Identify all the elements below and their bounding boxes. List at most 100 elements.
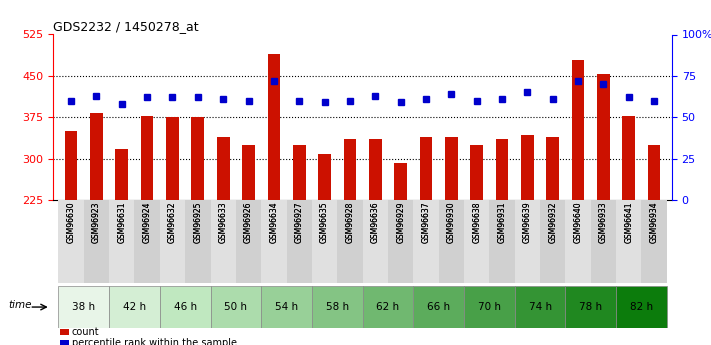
Bar xyxy=(419,137,432,200)
Text: GSM96931: GSM96931 xyxy=(498,202,506,243)
Text: GDS2232 / 1450278_at: GDS2232 / 1450278_at xyxy=(53,20,199,33)
Text: GSM96929: GSM96929 xyxy=(396,202,405,243)
Bar xyxy=(565,200,591,283)
Bar xyxy=(521,135,534,200)
Text: GSM96635: GSM96635 xyxy=(320,202,329,243)
Bar xyxy=(572,60,584,200)
Text: GSM96641: GSM96641 xyxy=(624,202,634,243)
Bar xyxy=(363,200,388,283)
Text: 62 h: 62 h xyxy=(376,302,400,312)
Text: percentile rank within the sample: percentile rank within the sample xyxy=(72,338,237,345)
Bar xyxy=(445,137,458,200)
Bar xyxy=(547,137,559,200)
Text: GSM96934: GSM96934 xyxy=(650,202,658,243)
Text: 54 h: 54 h xyxy=(275,302,298,312)
Text: GSM96636: GSM96636 xyxy=(370,202,380,243)
Bar xyxy=(109,286,160,328)
Text: GSM96639: GSM96639 xyxy=(523,202,532,243)
Text: GSM96637: GSM96637 xyxy=(422,202,430,243)
Text: GSM96933: GSM96933 xyxy=(599,202,608,243)
Bar xyxy=(337,200,363,283)
Bar xyxy=(84,200,109,283)
Bar xyxy=(319,154,331,200)
Bar xyxy=(115,149,128,200)
Text: GSM96926: GSM96926 xyxy=(244,202,253,243)
Bar xyxy=(58,286,109,328)
Bar xyxy=(236,200,261,283)
Bar xyxy=(388,200,413,283)
Text: 66 h: 66 h xyxy=(427,302,450,312)
Text: GSM96640: GSM96640 xyxy=(574,202,582,243)
Bar xyxy=(622,116,635,200)
Bar xyxy=(60,328,69,335)
Text: GSM96923: GSM96923 xyxy=(92,202,101,243)
Text: 42 h: 42 h xyxy=(123,302,146,312)
Text: GSM96632: GSM96632 xyxy=(168,202,177,243)
Bar xyxy=(160,286,210,328)
Bar xyxy=(369,139,382,200)
Text: GSM96639: GSM96639 xyxy=(523,202,532,243)
Text: GSM96632: GSM96632 xyxy=(168,202,177,243)
Bar xyxy=(413,286,464,328)
Bar xyxy=(261,200,287,283)
Text: 46 h: 46 h xyxy=(173,302,197,312)
Bar xyxy=(312,200,337,283)
Bar xyxy=(160,200,185,283)
Text: GSM96634: GSM96634 xyxy=(269,202,279,243)
Bar xyxy=(185,200,210,283)
Bar xyxy=(464,200,489,283)
Text: GSM96637: GSM96637 xyxy=(422,202,430,243)
Text: 58 h: 58 h xyxy=(326,302,349,312)
Bar xyxy=(293,145,306,200)
Text: GSM96931: GSM96931 xyxy=(498,202,506,243)
Bar xyxy=(210,286,261,328)
Text: GSM96924: GSM96924 xyxy=(143,202,151,243)
Text: GSM96932: GSM96932 xyxy=(548,202,557,243)
Bar xyxy=(141,116,154,200)
Text: count: count xyxy=(72,327,100,337)
Bar xyxy=(413,200,439,283)
Text: GSM96634: GSM96634 xyxy=(269,202,279,243)
Text: GSM96630: GSM96630 xyxy=(67,202,75,243)
Text: GSM96930: GSM96930 xyxy=(447,202,456,243)
Bar xyxy=(515,286,565,328)
Text: 70 h: 70 h xyxy=(478,302,501,312)
Bar xyxy=(217,137,230,200)
Bar xyxy=(267,54,280,200)
Bar xyxy=(109,200,134,283)
Text: GSM96640: GSM96640 xyxy=(574,202,582,243)
Bar xyxy=(90,113,103,200)
Bar xyxy=(191,117,204,200)
Text: GSM96928: GSM96928 xyxy=(346,202,355,243)
Bar xyxy=(312,286,363,328)
Bar xyxy=(166,117,178,200)
Text: GSM96928: GSM96928 xyxy=(346,202,355,243)
Bar xyxy=(439,200,464,283)
Text: GSM96635: GSM96635 xyxy=(320,202,329,243)
Bar xyxy=(591,200,616,283)
Text: GSM96929: GSM96929 xyxy=(396,202,405,243)
Bar xyxy=(489,200,515,283)
Text: GSM96924: GSM96924 xyxy=(143,202,151,243)
Text: GSM96934: GSM96934 xyxy=(650,202,658,243)
Bar xyxy=(363,286,413,328)
Text: GSM96932: GSM96932 xyxy=(548,202,557,243)
Bar xyxy=(343,139,356,200)
Text: GSM96631: GSM96631 xyxy=(117,202,127,243)
Text: GSM96636: GSM96636 xyxy=(370,202,380,243)
Text: GSM96638: GSM96638 xyxy=(472,202,481,243)
Text: GSM96641: GSM96641 xyxy=(624,202,634,243)
Text: GSM96925: GSM96925 xyxy=(193,202,203,243)
Bar xyxy=(464,286,515,328)
Text: GSM96930: GSM96930 xyxy=(447,202,456,243)
Text: GSM96633: GSM96633 xyxy=(219,202,228,243)
Text: GSM96925: GSM96925 xyxy=(193,202,203,243)
Bar xyxy=(641,200,667,283)
Bar xyxy=(65,131,77,200)
Bar xyxy=(565,286,616,328)
Text: time: time xyxy=(8,300,31,310)
Text: GSM96923: GSM96923 xyxy=(92,202,101,243)
Text: GSM96638: GSM96638 xyxy=(472,202,481,243)
Bar xyxy=(471,145,483,200)
Bar xyxy=(515,200,540,283)
